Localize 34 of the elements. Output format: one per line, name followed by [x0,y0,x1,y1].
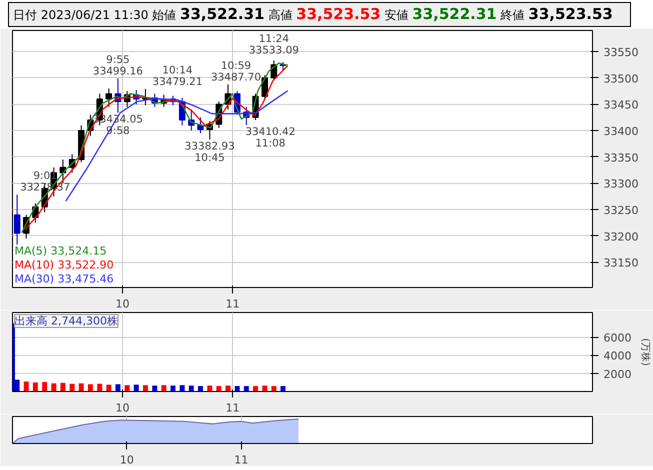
annotation: 10:14 33479.21 [152,64,203,88]
chart-title: 日付 2023/06/21 11:30 [13,8,148,22]
y-tick-label: 6000 [604,332,632,345]
series-label: MA(5) 33,524.15 [14,244,107,258]
y-tick-label: 33250 [604,204,638,218]
text: MA(30) 33,475.46 [14,272,114,286]
y-tick-label: 33500 [604,72,638,86]
y-tick-label: 4000 [604,350,632,363]
x-tick-label: 11 [234,454,248,466]
annotation: 33382.93 10:45 [184,140,235,164]
y-tick-label: 33350 [604,151,638,164]
annotation: 10:59 33487.70 [210,60,262,84]
y-tick-label: 33150 [604,256,638,270]
text: 終値 33,523.53 [500,5,613,23]
x-tick-label: 10 [120,454,134,466]
annotation: 9:55 33499.16 [92,54,144,78]
y-tick-label: 33550 [604,46,638,60]
annotation: 33410.42 11:08 [245,126,296,150]
y-tick-label: 33400 [604,125,638,138]
x-tick-label: 11 [226,402,240,414]
annotation: 11:24 33533.09 [248,33,299,56]
y-tick-label: 2000 [604,368,632,381]
text: 始値 33,522.31 [152,5,264,23]
y-tick-label: 33450 [604,98,638,112]
annotation: 出来高 2,744,300株 [14,314,118,328]
y-axis-title: (万株) [639,338,652,366]
x-tick-label: 11 [226,298,240,310]
x-tick-label: 10 [116,298,130,310]
text: 高値 33,523.53 [268,5,381,23]
x-tick-label: 10 [116,402,130,414]
y-tick-label: 33300 [604,178,638,191]
text: 安値 33,522.31 [384,5,497,23]
y-tick-label: 33200 [604,230,638,244]
text: MA(10) 33,522.90 [14,258,114,272]
